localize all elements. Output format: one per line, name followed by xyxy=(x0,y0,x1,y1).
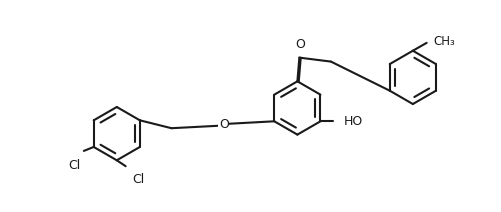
Text: HO: HO xyxy=(344,115,363,128)
Text: O: O xyxy=(218,118,228,131)
Text: CH₃: CH₃ xyxy=(433,35,454,48)
Text: O: O xyxy=(295,38,305,51)
Text: Cl: Cl xyxy=(68,159,80,172)
Text: Cl: Cl xyxy=(132,173,144,186)
